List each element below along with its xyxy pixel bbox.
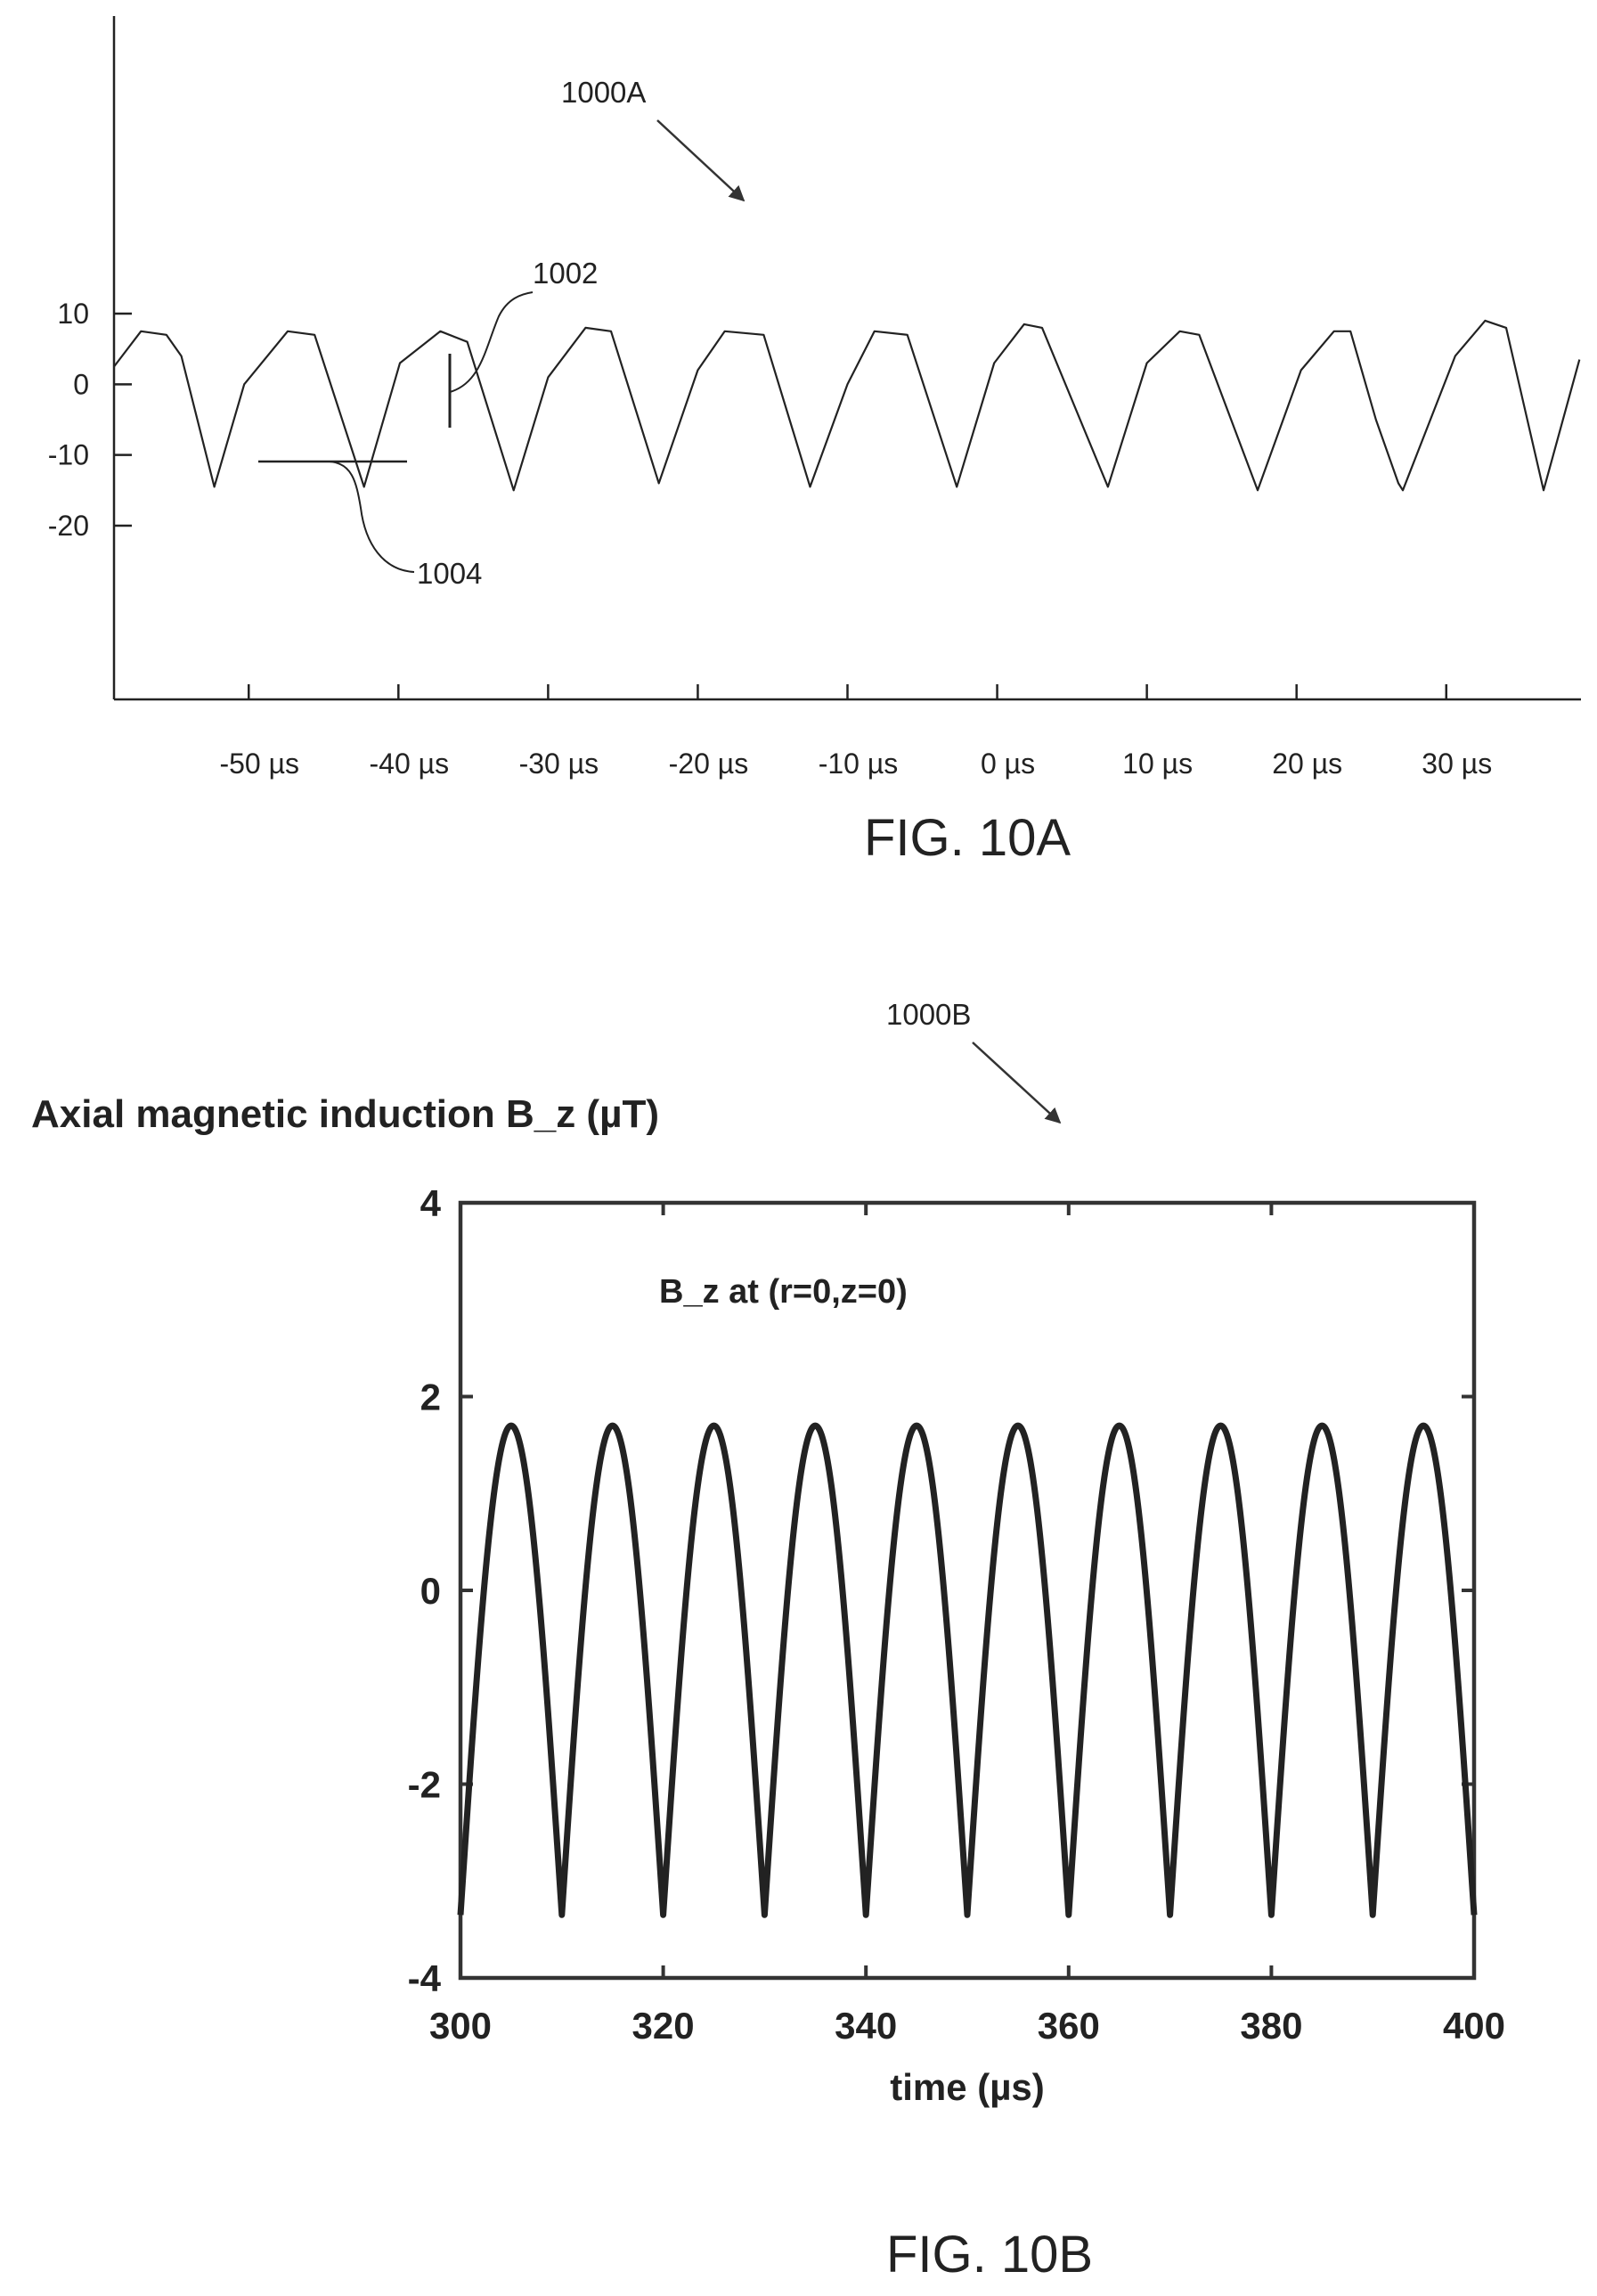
chart-10a-y-tick-label: 10 xyxy=(57,298,89,330)
chart-10a-x-tick-label: -20 µs xyxy=(669,748,749,780)
chart-10a-x-tick-label: 30 µs xyxy=(1422,748,1492,780)
chart-10a-y-tick-label: -20 xyxy=(48,510,89,542)
reference-label-1000a-group: 1000A xyxy=(561,76,746,202)
chart-10b-x-tick-label: 360 xyxy=(1038,2005,1100,2047)
chart-10b-title: Axial magnetic induction B_z (µT) xyxy=(31,1092,659,1136)
chart-10a-series-line xyxy=(113,319,1581,492)
reference-arrow-1000a xyxy=(656,119,746,202)
chart-10b-x-tick-label: 380 xyxy=(1240,2005,1302,2047)
figure-10a-caption: FIG. 10A xyxy=(864,809,1071,867)
chart-10a-ticks: 10 0 -10 -20 -50 µs -40 µs -30 µs -20 µs -10 µs 0… xyxy=(48,298,1492,780)
chart-10b-y-tick-label: -2 xyxy=(408,1764,441,1806)
chart-10a-x-tick-label: 0 µs xyxy=(981,748,1035,780)
chart-10b-y-tick-label: 0 xyxy=(420,1570,441,1612)
reference-label-1000a: 1000A xyxy=(561,76,646,109)
chart-10b-frame: 4 2 0 -2 -4 300 320 340 360 380 400 xyxy=(408,1182,1505,2047)
callout-1002-label: 1002 xyxy=(533,257,598,290)
callout-1004-group: 1004 xyxy=(258,460,482,590)
reference-label-1000b-group: 1000B xyxy=(886,998,1062,1124)
chart-10b-x-tick-label: 340 xyxy=(835,2005,897,2047)
figure-10b: 1000B Axial magnetic induction B_z (µT) … xyxy=(31,998,1505,2284)
callout-1004-label: 1004 xyxy=(417,557,482,590)
chart-10b-y-tick-label: -4 xyxy=(408,1957,442,1999)
chart-10a-y-tick-label: 0 xyxy=(73,368,89,400)
chart-10a-x-tick-label: 10 µs xyxy=(1122,748,1193,780)
callout-1002-group: 1002 xyxy=(448,257,598,428)
chart-10b-y-tick-label: 4 xyxy=(420,1182,442,1224)
chart-10b-x-axis-label: time (µs) xyxy=(890,2066,1045,2108)
figure-10a: 1000A 10 0 -10 -20 -50 µs -40 µs -30 µs -20 µs -… xyxy=(48,16,1581,867)
callout-1002-leader xyxy=(449,291,534,393)
chart-10b-x-tick-label: 320 xyxy=(632,2005,695,2047)
chart-10a-axes: 10 0 -10 -20 -50 µs -40 µs -30 µs -20 µs -10 µs 0… xyxy=(48,16,1581,780)
chart-10a-x-tick-label: -10 µs xyxy=(819,748,899,780)
chart-10a-y-tick-label: -10 xyxy=(48,439,89,471)
figure-10b-caption: FIG. 10B xyxy=(886,2226,1093,2284)
reference-arrow-1000b xyxy=(972,1042,1062,1124)
chart-10b-ticks: 4 2 0 -2 -4 300 320 340 360 380 400 xyxy=(408,1182,1505,2047)
chart-10a-x-tick-label: 20 µs xyxy=(1272,748,1342,780)
chart-10a-x-tick-label: -50 µs xyxy=(219,748,299,780)
chart-10b-x-tick-label: 300 xyxy=(429,2005,492,2047)
chart-10a-x-tick-label: -30 µs xyxy=(519,748,599,780)
chart-10b-y-tick-label: 2 xyxy=(420,1377,441,1418)
reference-label-1000b: 1000B xyxy=(886,998,971,1031)
callout-1004-leader xyxy=(329,461,415,573)
chart-10b-plot-box xyxy=(458,1200,1477,1981)
chart-10b-x-tick-label: 400 xyxy=(1443,2005,1505,2047)
chart-10a-x-tick-label: -40 µs xyxy=(370,748,450,780)
chart-10b-annotation: B_z at (r=0,z=0) xyxy=(659,1273,908,1311)
chart-10b-series-line xyxy=(457,1422,1478,1918)
